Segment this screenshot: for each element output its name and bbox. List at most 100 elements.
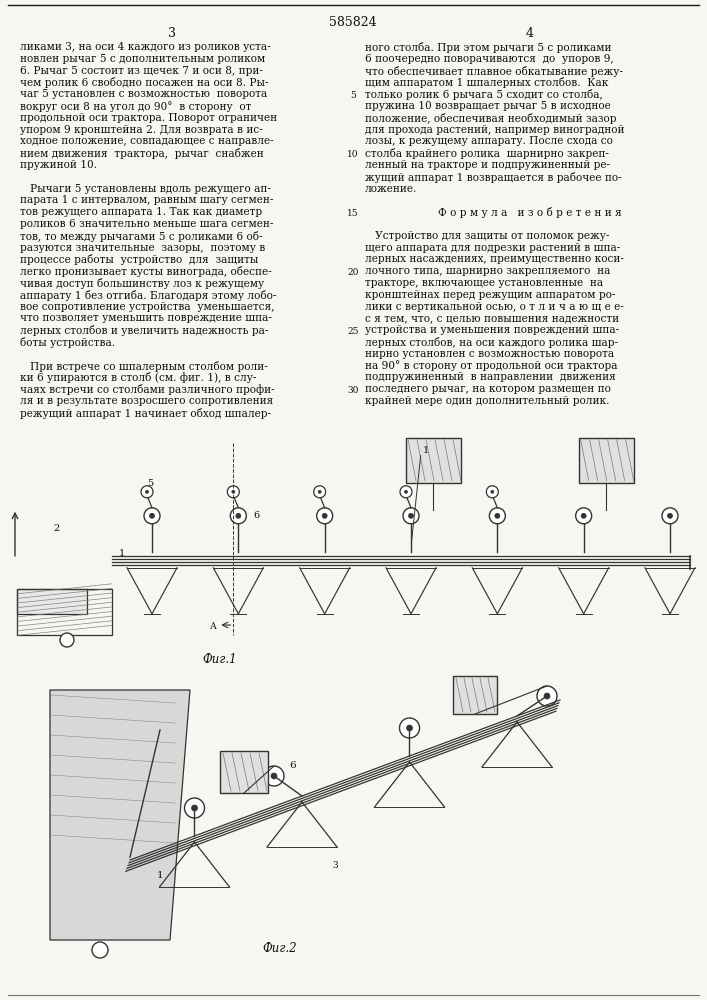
Text: новлен рычаг 5 с дополнительным роликом: новлен рычаг 5 с дополнительным роликом	[20, 54, 265, 64]
Text: лерных насаждениях, преимущественно коси-: лерных насаждениях, преимущественно коси…	[365, 254, 624, 264]
Text: 6 поочередно поворачиваются  до  упоров 9,: 6 поочередно поворачиваются до упоров 9,	[365, 54, 614, 64]
Text: продольной оси трактора. Поворот ограничен: продольной оси трактора. Поворот огранич…	[20, 113, 277, 123]
Text: чивая доступ большинству лоз к режущему: чивая доступ большинству лоз к режущему	[20, 278, 264, 289]
Text: 25: 25	[347, 327, 358, 336]
Text: кронштейнах перед режущим аппаратом ро-: кронштейнах перед режущим аппаратом ро-	[365, 290, 615, 300]
Circle shape	[575, 508, 592, 524]
Circle shape	[400, 486, 412, 498]
Circle shape	[581, 513, 586, 518]
Text: разуются значительные  зазоры,  поэтому в: разуются значительные зазоры, поэтому в	[20, 243, 265, 253]
Text: 30: 30	[347, 386, 358, 395]
Text: жущий аппарат 1 возвращается в рабочее по-: жущий аппарат 1 возвращается в рабочее п…	[365, 172, 621, 183]
Polygon shape	[50, 690, 190, 940]
Circle shape	[264, 766, 284, 786]
Text: парата 1 с интервалом, равным шагу сегмен-: парата 1 с интервалом, равным шагу сегме…	[20, 195, 274, 205]
Circle shape	[407, 725, 412, 731]
Text: легко пронизывает кусты винограда, обеспе-: легко пронизывает кусты винограда, обесп…	[20, 266, 271, 277]
Text: чем ролик 6 свободно посажен на оси 8. Ры-: чем ролик 6 свободно посажен на оси 8. Р…	[20, 77, 269, 88]
Text: тракторе, включающее установленные  на: тракторе, включающее установленные на	[365, 278, 603, 288]
Text: лерных столбов, на оси каждого ролика шар-: лерных столбов, на оси каждого ролика ша…	[365, 337, 618, 348]
Text: устройства и уменьшения повреждений шпа-: устройства и уменьшения повреждений шпа-	[365, 325, 619, 335]
Circle shape	[489, 508, 506, 524]
Text: только ролик 6 рычага 5 сходит со столба,: только ролик 6 рычага 5 сходит со столба…	[365, 89, 603, 100]
Circle shape	[60, 633, 74, 647]
Text: 2: 2	[54, 524, 60, 533]
Text: щим аппаратом 1 шпалерных столбов.  Как: щим аппаратом 1 шпалерных столбов. Как	[365, 77, 609, 88]
Circle shape	[271, 773, 277, 779]
Text: пружиной 10.: пружиной 10.	[20, 160, 97, 170]
Circle shape	[236, 513, 241, 518]
Text: аппарату 1 без отгиба. Благодаря этому лобо-: аппарату 1 без отгиба. Благодаря этому л…	[20, 290, 276, 301]
Text: ленный на тракторе и подпружиненный ре-: ленный на тракторе и подпружиненный ре-	[365, 160, 610, 170]
Circle shape	[144, 508, 160, 524]
Circle shape	[403, 508, 419, 524]
Text: лочного типа, шарнирно закрепляемого  на: лочного типа, шарнирно закрепляемого на	[365, 266, 610, 276]
Circle shape	[667, 513, 672, 518]
Text: режущий аппарат 1 начинает обход шпалер-: режущий аппарат 1 начинает обход шпалер-	[20, 408, 271, 419]
Text: пружина 10 возвращает рычаг 5 в исходное: пружина 10 возвращает рычаг 5 в исходное	[365, 101, 611, 111]
Circle shape	[662, 508, 678, 524]
Text: лики с вертикальной осью, о т л и ч а ю щ е е-: лики с вертикальной осью, о т л и ч а ю …	[365, 302, 624, 312]
Text: нирно установлен с возможностью поворота: нирно установлен с возможностью поворота	[365, 349, 614, 359]
Text: Рычаги 5 установлены вдоль режущего ап-: Рычаги 5 установлены вдоль режущего ап-	[20, 184, 271, 194]
Circle shape	[141, 486, 153, 498]
Text: 585824: 585824	[329, 16, 377, 29]
Polygon shape	[406, 438, 461, 483]
Circle shape	[399, 718, 419, 738]
Circle shape	[228, 486, 240, 498]
Circle shape	[92, 942, 108, 958]
Text: положение, обеспечивая необходимый зазор: положение, обеспечивая необходимый зазор	[365, 113, 617, 124]
Circle shape	[149, 513, 155, 518]
Text: процессе работы  устройство  для  защиты: процессе работы устройство для защиты	[20, 254, 258, 265]
Text: ля и в результате возросшего сопротивления: ля и в результате возросшего сопротивлен…	[20, 396, 273, 406]
Text: ходное положение, совпадающее с направле-: ходное положение, совпадающее с направле…	[20, 136, 274, 146]
Text: чаях встречи со столбами различного профи-: чаях встречи со столбами различного проф…	[20, 384, 274, 395]
Text: подпружиненный  в направлении  движения: подпружиненный в направлении движения	[365, 372, 616, 382]
Text: 1: 1	[119, 549, 125, 558]
Circle shape	[491, 490, 493, 493]
Text: А: А	[209, 622, 216, 631]
Text: лозы, к режущему аппарату. После схода со: лозы, к режущему аппарату. После схода с…	[365, 136, 613, 146]
Circle shape	[404, 490, 407, 493]
Text: Фиг.2: Фиг.2	[263, 942, 298, 955]
Text: чаг 5 установлен с возможностью  поворота: чаг 5 установлен с возможностью поворота	[20, 89, 267, 99]
Circle shape	[495, 513, 500, 518]
Circle shape	[544, 693, 550, 699]
Text: столба крайнего ролика  шарнирно закреп-: столба крайнего ролика шарнирно закреп-	[365, 148, 609, 159]
Text: Устройство для защиты от поломок режу-: Устройство для защиты от поломок режу-	[365, 231, 609, 241]
Text: 4: 4	[526, 27, 534, 40]
Text: для прохода растений, например виноградной: для прохода растений, например виноградн…	[365, 125, 624, 135]
Text: с я тем, что, с целью повышения надежности: с я тем, что, с целью повышения надежнос…	[365, 313, 619, 323]
Text: ки 6 упираются в столб (см. фиг. 1), в слу-: ки 6 упираются в столб (см. фиг. 1), в с…	[20, 372, 257, 383]
Text: что позволяет уменьшить повреждение шпа-: что позволяет уменьшить повреждение шпа-	[20, 313, 272, 323]
Polygon shape	[578, 438, 633, 483]
Circle shape	[146, 490, 148, 493]
Text: тов режущего аппарата 1. Так как диаметр: тов режущего аппарата 1. Так как диаметр	[20, 207, 262, 217]
Text: 1: 1	[423, 446, 429, 455]
Circle shape	[486, 486, 498, 498]
Text: 15: 15	[347, 209, 359, 218]
Circle shape	[317, 508, 333, 524]
Polygon shape	[220, 751, 268, 793]
Circle shape	[318, 490, 321, 493]
Text: роликов 6 значительно меньше шага сегмен-: роликов 6 значительно меньше шага сегмен…	[20, 219, 274, 229]
Text: ного столба. При этом рычаги 5 с роликами: ного столба. При этом рычаги 5 с роликам…	[365, 42, 612, 53]
Circle shape	[322, 513, 327, 518]
Circle shape	[185, 798, 204, 818]
Text: боты устройства.: боты устройства.	[20, 337, 115, 348]
Circle shape	[230, 508, 246, 524]
Text: При встрече со шпалерным столбом роли-: При встрече со шпалерным столбом роли-	[20, 361, 268, 372]
Text: вокруг оси 8 на угол до 90°  в сторону  от: вокруг оси 8 на угол до 90° в сторону от	[20, 101, 252, 112]
Circle shape	[537, 686, 557, 706]
Text: 6: 6	[253, 511, 259, 520]
Text: 5: 5	[350, 91, 356, 100]
Text: последнего рычаг, на котором размещен по: последнего рычаг, на котором размещен по	[365, 384, 611, 394]
Text: тов, то между рычагами 5 с роликами 6 об-: тов, то между рычагами 5 с роликами 6 об…	[20, 231, 262, 242]
Circle shape	[314, 486, 326, 498]
Text: 6: 6	[289, 762, 296, 770]
Text: 20: 20	[347, 268, 358, 277]
Text: ликами 3, на оси 4 каждого из роликов уста-: ликами 3, на оси 4 каждого из роликов ус…	[20, 42, 271, 52]
Text: 1: 1	[157, 870, 163, 880]
Text: ложение.: ложение.	[365, 184, 417, 194]
Text: вое сопротивление устройства  уменьшается,: вое сопротивление устройства уменьшается…	[20, 302, 274, 312]
